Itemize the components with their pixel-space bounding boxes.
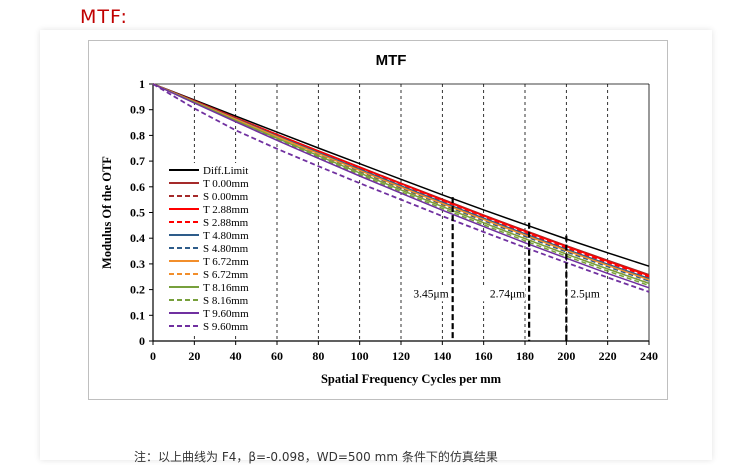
y-tick-label: 0.1 [130,308,145,322]
x-tick-label: 120 [392,349,410,363]
legend-label-9: T 8.16mm [203,282,249,294]
y-tick-label: 1 [139,77,145,91]
annotation-bg-0 [404,286,449,302]
annotation-label-0: 3.45μm [413,288,448,300]
chart-frame: MTF 0 0.1 0.2 0.3 0.4 0.5 0.6 0.7 0.8 0.9 1 0 20 40 60 8… [88,40,668,400]
legend-label-10: S 8.16mm [203,295,249,307]
y-tick-label: 0.3 [130,257,145,271]
legend-label-2: S 0.00mm [203,191,249,203]
page-heading: MTF: [80,6,128,28]
y-axis-label: Modulus Of the OTF [100,156,114,269]
y-tick-label: 0.8 [130,128,145,142]
legend-label-5: T 4.80mm [203,230,249,242]
y-tick-label: 0 [139,334,145,348]
legend-label-1: T 0.00mm [203,178,249,190]
legend-label-6: S 4.80mm [203,243,249,255]
legend-box [163,163,255,336]
chart-title: MTF [376,52,407,69]
x-tick-label: 0 [150,349,156,363]
x-tick-label: 240 [640,349,658,363]
annotation-label-1: 2.74μm [490,288,525,300]
x-tick-label: 20 [188,349,200,363]
y-tick-label: 0.4 [130,231,145,245]
x-axis-label: Spatial Frequency Cycles per mm [321,372,502,386]
y-tick-label: 0.6 [130,180,145,194]
simulation-note: 注：以上曲线为 F4，β=-0.098，WD=500 mm 条件下的仿真结果 [134,450,498,464]
x-tick-label: 200 [557,349,575,363]
x-tick-label: 40 [230,349,242,363]
legend-label-0: Diff.Limit [203,165,248,177]
legend-label-8: S 6.72mm [203,269,249,281]
x-tick-label: 80 [312,349,324,363]
annotation-bg-1 [481,286,526,302]
legend-label-7: T 6.72mm [203,256,249,268]
legend-label-12: S 9.60mm [203,321,249,333]
y-tick-label: 0.5 [130,206,145,220]
legend-label-4: S 2.88mm [203,217,249,229]
legend-label-11: T 9.60mm [203,308,249,320]
annotation-bg-2 [568,286,607,302]
x-tick-label: 160 [475,349,493,363]
x-tick-label: 220 [599,349,617,363]
legend-label-3: T 2.88mm [203,204,249,216]
series-line-12 [152,83,650,293]
y-tick-label: 0.9 [130,103,145,117]
annotation-label-2: 2.5μm [570,288,600,300]
mtf-chart: MTF 0 0.1 0.2 0.3 0.4 0.5 0.6 0.7 0.8 0.9 1 0 20 40 60 8… [100,52,658,386]
x-tick-label: 140 [433,349,451,363]
x-tick-label: 100 [351,349,369,363]
x-tick-label: 180 [516,349,534,363]
y-tick-label: 0.7 [130,154,145,168]
x-tick-label: 60 [271,349,283,363]
y-tick-label: 0.2 [130,283,145,297]
